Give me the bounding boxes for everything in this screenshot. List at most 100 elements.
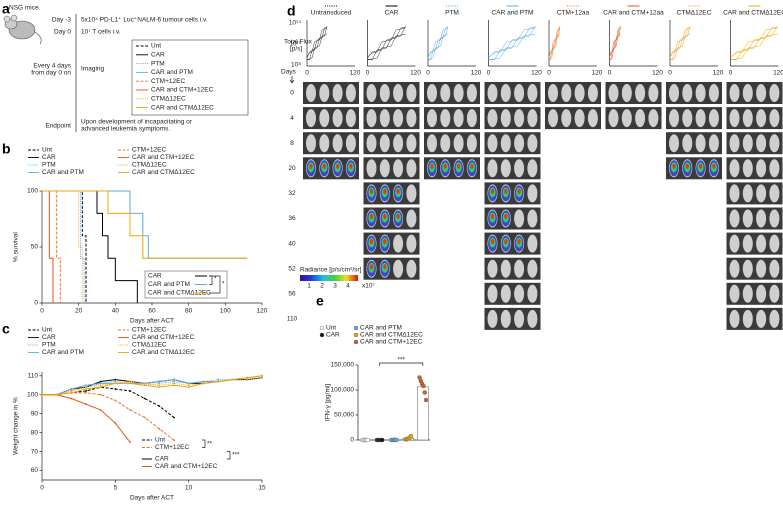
weight-point bbox=[41, 393, 43, 396]
weight-point bbox=[143, 382, 146, 385]
day-tick: 0 bbox=[729, 70, 733, 77]
endpoint-text: Upon development of incapacitating or bbox=[81, 119, 193, 126]
weight-point bbox=[143, 384, 146, 387]
panel-label: b bbox=[2, 141, 11, 157]
weight-point bbox=[129, 382, 131, 385]
image-cell bbox=[484, 132, 541, 155]
x-tick-label: 15 bbox=[258, 485, 266, 492]
image-cell bbox=[424, 157, 480, 180]
mouse bbox=[742, 84, 753, 102]
mouse bbox=[695, 109, 706, 128]
image-cell bbox=[363, 107, 420, 130]
flux-trace bbox=[669, 27, 691, 58]
flux-trace bbox=[669, 25, 691, 61]
flux-trace bbox=[730, 25, 778, 61]
image-cell bbox=[424, 107, 480, 130]
inset-label: Unt bbox=[155, 437, 165, 444]
row-label: 40 bbox=[288, 240, 296, 247]
bracket bbox=[379, 362, 424, 366]
weight-point bbox=[70, 388, 73, 390]
colorbar-tick: 3 bbox=[333, 283, 337, 290]
flux-trace bbox=[609, 27, 621, 58]
legend-label: Unt bbox=[151, 43, 161, 50]
mouse bbox=[406, 109, 417, 128]
mouse bbox=[756, 284, 767, 303]
column-title: CAR and CTMΔ12EC bbox=[723, 10, 783, 17]
legend-label: CAR and CTM+12EC bbox=[132, 334, 195, 341]
mouse bbox=[393, 259, 404, 278]
mouse bbox=[756, 184, 767, 203]
weight-point bbox=[129, 441, 131, 444]
legend-label: CAR bbox=[151, 52, 165, 59]
mouse bbox=[406, 134, 417, 153]
mouse bbox=[729, 209, 740, 228]
mouse bbox=[514, 259, 525, 278]
row-label: 0 bbox=[290, 90, 294, 97]
mouse bbox=[500, 134, 511, 153]
image-cell bbox=[666, 107, 722, 130]
mouse bbox=[682, 84, 693, 102]
survival-curve bbox=[42, 190, 248, 259]
legend-dot bbox=[353, 332, 359, 338]
signal bbox=[369, 239, 374, 245]
y-axis-label: Weight change in % bbox=[13, 397, 20, 455]
legend-label: CAR and PTM bbox=[360, 325, 402, 332]
mouse bbox=[332, 84, 343, 102]
weight-point bbox=[129, 390, 131, 392]
mouse bbox=[729, 84, 740, 102]
image-cell bbox=[726, 307, 783, 330]
colorbar-tick: 2 bbox=[320, 283, 324, 290]
mouse bbox=[366, 134, 377, 153]
day-tick: 0 bbox=[547, 70, 551, 77]
row-label: 52 bbox=[288, 265, 296, 272]
weight-point bbox=[99, 382, 102, 385]
weight-point bbox=[85, 384, 87, 387]
mouse bbox=[453, 109, 464, 128]
mouse bbox=[379, 159, 390, 178]
mouse bbox=[332, 109, 343, 128]
legend-dot bbox=[353, 339, 359, 345]
mouse bbox=[742, 234, 753, 253]
mouse bbox=[453, 84, 464, 102]
weight-point bbox=[143, 416, 146, 419]
image-cell bbox=[666, 157, 722, 180]
y-tick-label: 70 bbox=[31, 448, 39, 455]
image-cell bbox=[726, 207, 783, 230]
weight-point bbox=[246, 376, 249, 379]
weight-point bbox=[202, 382, 205, 385]
flux-label: Total Flux bbox=[284, 39, 313, 46]
image-cell bbox=[484, 307, 541, 330]
image-cell bbox=[424, 82, 480, 104]
weight-point bbox=[158, 427, 161, 430]
mouse bbox=[319, 134, 330, 153]
weight-point bbox=[158, 380, 161, 383]
mouse bbox=[756, 159, 767, 178]
colorbar-unit: x10⁷ bbox=[362, 283, 375, 290]
row-label: 32 bbox=[288, 190, 296, 197]
weight-point bbox=[129, 380, 131, 383]
survival-curve bbox=[42, 190, 61, 303]
signal bbox=[470, 163, 474, 169]
image-cell bbox=[363, 182, 420, 205]
signal bbox=[457, 163, 461, 169]
mouse bbox=[756, 209, 767, 228]
image-cell bbox=[363, 257, 420, 280]
signal bbox=[309, 163, 313, 169]
endpoint: Endpoint bbox=[45, 123, 71, 130]
mouse bbox=[648, 84, 659, 102]
step-day: Day -3 bbox=[52, 17, 72, 24]
signal bbox=[504, 213, 508, 220]
image-cell bbox=[605, 82, 662, 104]
signal bbox=[369, 188, 374, 194]
mouse bbox=[729, 234, 740, 253]
legend-label: Unt bbox=[42, 327, 52, 334]
mouse bbox=[379, 109, 390, 128]
image-cell bbox=[303, 107, 359, 130]
mouse bbox=[574, 84, 585, 102]
legend-dot bbox=[353, 325, 359, 331]
radiance-label: Radiance [p/s/cm²/sr] bbox=[300, 267, 362, 274]
mouse bbox=[306, 109, 316, 128]
mouse bbox=[548, 84, 558, 102]
ifn-point bbox=[422, 390, 427, 395]
x-tick-label: 0 bbox=[40, 308, 44, 315]
